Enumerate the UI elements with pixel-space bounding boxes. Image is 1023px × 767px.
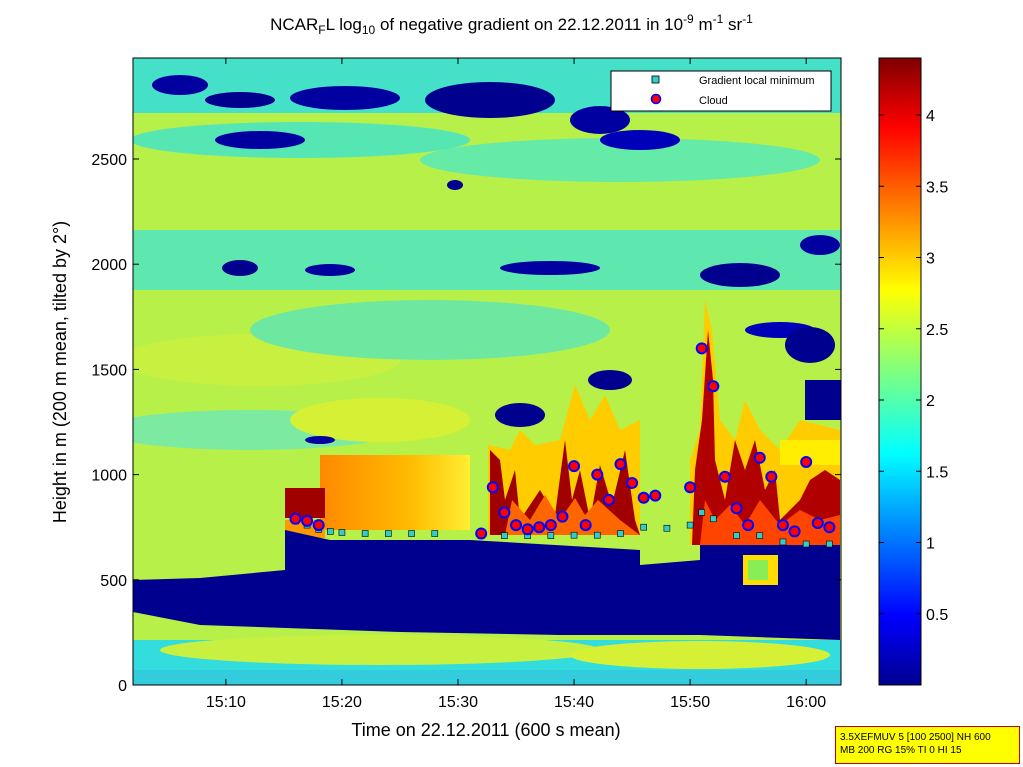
gradient-minimum-point: [733, 532, 740, 539]
cloud-point: [556, 510, 569, 523]
x-tick-label: 15:20: [322, 694, 362, 711]
gradient-minimum-point: [501, 532, 508, 539]
x-tick-label: 15:50: [670, 694, 710, 711]
cloud-point: [521, 523, 534, 536]
gradient-minimum-point: [663, 524, 671, 532]
colorbar-tick-label: 1.5: [926, 464, 948, 481]
chart-title: NCARFL log10 of negative gradient on 22.…: [270, 12, 753, 37]
cloud-point: [626, 477, 639, 490]
cloud-point: [312, 519, 325, 532]
y-tick-label: 2500: [91, 152, 127, 169]
colorbar: [879, 58, 921, 685]
heatmap-field: [133, 58, 841, 685]
cloud-point: [788, 525, 801, 538]
cloud-point: [765, 470, 778, 483]
colorbar-tick-label: 3.5: [926, 179, 948, 196]
legend-label-cloud: Cloud: [699, 95, 728, 107]
cloud-point: [486, 481, 499, 494]
info-box: 3.5XEFMUV 5 [100 2500] NH 600 MB 200 RG …: [835, 726, 1020, 764]
gradient-minimum-point: [570, 531, 578, 539]
cloud-point: [614, 458, 627, 471]
plot-frame: [132, 57, 842, 686]
colorbar-tick-label: 1: [926, 536, 935, 553]
legend-box: [610, 70, 832, 112]
cloud-point: [475, 527, 488, 540]
colorbar-tick-label: 3: [926, 251, 935, 268]
cloud-point: [684, 481, 697, 494]
x-tick-label: 15:30: [438, 694, 478, 711]
x-tick-label: 15:10: [206, 694, 246, 711]
colorbar-tick-label: 0.5: [926, 607, 948, 624]
cloud-point: [602, 493, 615, 506]
cloud-point: [753, 451, 766, 464]
info-line-1: 3.5XEFMUV 5 [100 2500] NH 600: [840, 732, 991, 743]
cloud-point: [533, 521, 546, 534]
gradient-minimum-point: [826, 540, 833, 548]
cloud-point: [800, 455, 813, 468]
x-tick-label: 16:00: [786, 694, 826, 711]
cloud-point: [742, 519, 755, 532]
legend: Gradient local minimum Cloud: [610, 70, 832, 112]
y-axis-ticks: 0 500 1000 1500 2000 2500: [91, 152, 841, 695]
cloud-point: [637, 491, 650, 504]
colorbar-frame: [878, 57, 922, 686]
colorbar-tick-label: 4: [926, 108, 935, 125]
gradient-minimum-point: [617, 530, 624, 537]
gradient-minimum-point: [593, 531, 601, 539]
cloud-point: [301, 514, 314, 527]
x-axis-ticks: 15:10 15:20 15:30 15:40 15:50 16:00: [206, 58, 826, 711]
gradient-minimum-point: [710, 515, 717, 523]
y-tick-label: 0: [118, 678, 127, 695]
cloud-point: [289, 512, 302, 525]
data-markers: [289, 342, 836, 548]
gradient-minimum-point: [698, 509, 706, 516]
y-tick-label: 2000: [91, 257, 127, 274]
x-axis-label: Time on 22.12.2011 (600 s mean): [351, 720, 620, 740]
gradient-minimum-point: [408, 530, 415, 537]
colorbar-tick-label: 2: [926, 393, 935, 410]
cloud-point: [823, 521, 836, 534]
gradient-minimum-point: [361, 530, 369, 537]
cloud-point: [649, 489, 662, 502]
x-tick-label: 15:40: [554, 694, 594, 711]
cloud-point: [707, 380, 720, 393]
cloud-point: [776, 519, 789, 532]
gradient-minimum-point: [547, 532, 555, 539]
gradient-minimum-point: [431, 530, 439, 537]
cloud-point: [579, 519, 592, 532]
cloud-point: [510, 519, 523, 532]
gradient-minimum-point: [779, 538, 787, 546]
y-axis-label: Height in m (200 m mean, tilted by 2°): [50, 221, 70, 523]
gradient-minimum-point: [327, 528, 334, 535]
cloud-point: [591, 468, 604, 481]
y-tick-label: 1000: [91, 468, 127, 485]
gradient-minimum-point: [686, 521, 694, 529]
gradient-minimum-point: [802, 540, 810, 548]
y-tick-label: 1500: [91, 362, 127, 379]
colorbar-tick-label: 2.5: [926, 322, 948, 339]
gradient-minimum-point: [756, 532, 764, 539]
cloud-point: [568, 460, 581, 473]
legend-label-minimum: Gradient local minimum: [699, 75, 815, 87]
cloud-point: [730, 502, 743, 515]
cloud-point: [811, 516, 824, 529]
colorbar-ticks: 0.5 1 1.5 2 2.5 3 3.5 4: [879, 108, 948, 624]
legend-square-icon: [651, 75, 660, 84]
cloud-point: [695, 342, 708, 355]
gradient-minimum-point: [338, 529, 346, 536]
gradient-minimum-point: [640, 523, 647, 531]
cloud-point: [498, 506, 511, 519]
legend-cloud-icon: [650, 93, 662, 105]
cloud-point: [718, 470, 731, 483]
y-tick-label: 500: [100, 573, 127, 590]
info-line-2: MB 200 RG 15% TI 0 HI 15: [840, 745, 962, 756]
gradient-minimum-point: [385, 530, 392, 537]
cloud-point: [544, 519, 557, 532]
